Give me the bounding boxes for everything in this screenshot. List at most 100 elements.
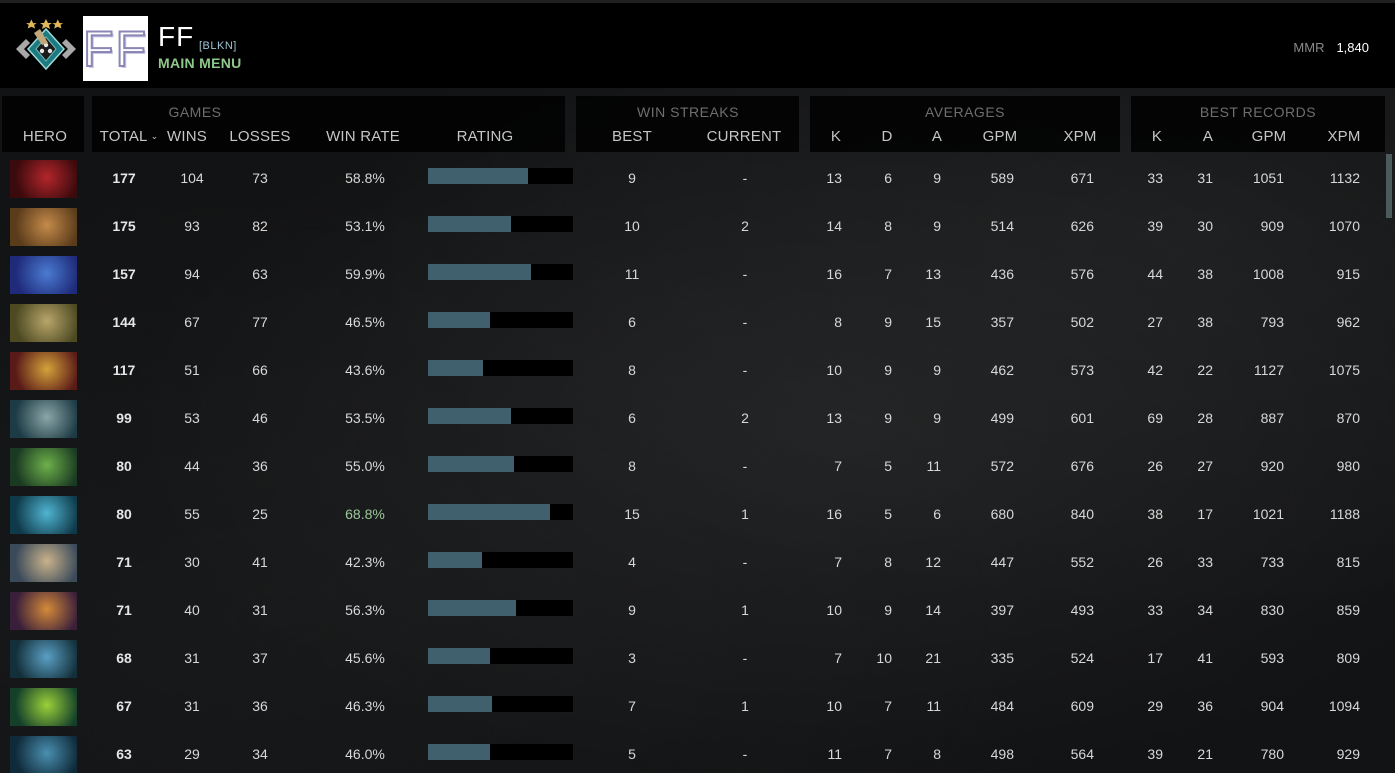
cell-avg-gpm: 589 bbox=[990, 170, 1014, 186]
col-avg-xpm[interactable]: XPM bbox=[1063, 128, 1097, 145]
cell-losses: 63 bbox=[252, 266, 268, 282]
cell-avg-a: 9 bbox=[933, 218, 941, 234]
rating-bar bbox=[428, 456, 573, 472]
col-best-xpm[interactable]: XPM bbox=[1327, 128, 1361, 145]
col-streak-current[interactable]: CURRENT bbox=[706, 128, 782, 145]
vertical-scrollbar[interactable] bbox=[1386, 154, 1392, 218]
col-hero[interactable]: HERO bbox=[22, 128, 68, 145]
cell-best-a: 31 bbox=[1197, 170, 1213, 186]
table-row[interactable]: 117 51 66 43.6% 8 - 10 9 9 462 573 42 22… bbox=[0, 346, 1385, 394]
hero-portrait-water-serpent-icon[interactable] bbox=[10, 496, 77, 534]
table-row[interactable]: 80 55 25 68.8% 15 1 16 5 6 680 840 38 17… bbox=[0, 490, 1385, 538]
cell-avg-a: 6 bbox=[933, 506, 941, 522]
profile-header: FF FF [BLKN] MAIN MENU MMR 1,840 bbox=[0, 0, 1395, 88]
col-total-label: TOTAL bbox=[99, 128, 148, 145]
table-row[interactable]: 71 30 41 42.3% 4 - 7 8 12 447 552 26 33 … bbox=[0, 538, 1385, 586]
col-best-gpm[interactable]: GPM bbox=[1251, 128, 1287, 145]
cell-avg-xpm: 601 bbox=[1070, 410, 1094, 426]
cell-losses: 31 bbox=[252, 602, 268, 618]
cell-avg-d: 9 bbox=[884, 410, 892, 426]
rating-bar bbox=[428, 552, 573, 568]
rating-bar bbox=[428, 696, 573, 712]
cell-avg-d: 5 bbox=[884, 506, 892, 522]
cell-avg-xpm: 671 bbox=[1070, 170, 1094, 186]
hero-portrait-ogre-icon[interactable] bbox=[10, 304, 77, 342]
table-row[interactable]: 99 53 46 53.5% 6 2 13 9 9 499 601 69 28 … bbox=[0, 394, 1385, 442]
col-best-a[interactable]: A bbox=[1202, 128, 1214, 145]
hero-portrait-monkey-icon[interactable] bbox=[10, 208, 77, 246]
col-wins[interactable]: WINS bbox=[167, 128, 207, 145]
cell-losses: 41 bbox=[252, 554, 268, 570]
col-win-rate[interactable]: WIN RATE bbox=[326, 128, 400, 145]
hero-portrait-blue-horned-icon[interactable] bbox=[10, 256, 77, 294]
cell-wins: 30 bbox=[184, 554, 200, 570]
cell-avg-d: 7 bbox=[884, 746, 892, 762]
cell-avg-gpm: 499 bbox=[990, 410, 1014, 426]
cell-wins: 53 bbox=[184, 410, 200, 426]
col-best-k[interactable]: K bbox=[1151, 128, 1163, 145]
table-row[interactable]: 71 40 31 56.3% 9 1 10 9 14 397 493 33 34… bbox=[0, 586, 1385, 634]
hero-portrait-gold-helm-icon[interactable] bbox=[10, 352, 77, 390]
hero-portrait-fish-mouth-icon[interactable] bbox=[10, 400, 77, 438]
cell-avg-gpm: 335 bbox=[990, 650, 1014, 666]
col-losses[interactable]: LOSSES bbox=[229, 128, 291, 145]
cell-avg-xpm: 564 bbox=[1070, 746, 1094, 762]
cell-wins: 40 bbox=[184, 602, 200, 618]
table-row[interactable]: 80 44 36 55.0% 8 - 7 5 11 572 676 26 27 … bbox=[0, 442, 1385, 490]
mmr-display: MMR 1,840 bbox=[1293, 40, 1369, 55]
hero-portrait-green-gorgon-icon[interactable] bbox=[10, 448, 77, 486]
cell-best-a: 28 bbox=[1197, 410, 1213, 426]
col-avg-gpm[interactable]: GPM bbox=[982, 128, 1018, 145]
cell-total: 71 bbox=[116, 602, 132, 618]
cell-win-rate: 46.0% bbox=[345, 746, 385, 762]
col-avg-d[interactable]: D bbox=[881, 128, 893, 145]
hero-portrait-bearded-monk-icon[interactable] bbox=[10, 544, 77, 582]
cell-best-gpm: 793 bbox=[1260, 314, 1284, 330]
table-row[interactable]: 157 94 63 59.9% 11 - 16 7 13 436 576 44 … bbox=[0, 250, 1385, 298]
cell-best-gpm: 887 bbox=[1260, 410, 1284, 426]
cell-total: 99 bbox=[116, 410, 132, 426]
col-streak-best[interactable]: BEST bbox=[612, 128, 652, 145]
table-row[interactable]: 67 31 36 46.3% 7 1 10 7 11 484 609 29 36… bbox=[0, 682, 1385, 730]
hero-portrait-steel-knight-icon[interactable] bbox=[10, 736, 77, 773]
table-row[interactable]: 144 67 77 46.5% 6 - 8 9 15 357 502 27 38… bbox=[0, 298, 1385, 346]
cell-avg-d: 10 bbox=[876, 650, 892, 666]
main-menu-link[interactable]: MAIN MENU bbox=[158, 55, 242, 71]
hero-portrait-green-dragon-icon[interactable] bbox=[10, 688, 77, 726]
table-row[interactable]: 68 31 37 45.6% 3 - 7 10 21 335 524 17 41… bbox=[0, 634, 1385, 682]
rating-bar bbox=[428, 168, 573, 184]
player-avatar[interactable]: FF bbox=[82, 16, 148, 81]
cell-avg-xpm: 524 bbox=[1070, 650, 1094, 666]
rating-bar-fill bbox=[428, 504, 550, 520]
cell-avg-gpm: 498 bbox=[990, 746, 1014, 762]
cell-avg-a: 9 bbox=[933, 170, 941, 186]
table-row[interactable]: 175 93 82 53.1% 10 2 14 8 9 514 626 39 3… bbox=[0, 202, 1385, 250]
hero-portrait-red-dark-icon[interactable] bbox=[10, 160, 77, 198]
table-row[interactable]: 63 29 34 46.0% 5 - 11 7 8 498 564 39 21 … bbox=[0, 730, 1385, 773]
col-total[interactable]: TOTAL ⌄ bbox=[96, 128, 162, 145]
cell-streak-current: 1 bbox=[741, 602, 749, 618]
col-avg-a[interactable]: A bbox=[931, 128, 943, 145]
cell-avg-k: 13 bbox=[826, 410, 842, 426]
cell-avg-xpm: 502 bbox=[1070, 314, 1094, 330]
cell-best-a: 38 bbox=[1197, 314, 1213, 330]
cell-losses: 73 bbox=[252, 170, 268, 186]
col-avg-k[interactable]: K bbox=[830, 128, 842, 145]
rating-bar bbox=[428, 648, 573, 664]
table-row[interactable]: 177 104 73 58.8% 9 - 13 6 9 589 671 33 3… bbox=[0, 154, 1385, 202]
cell-best-xpm: 1094 bbox=[1328, 698, 1360, 714]
mmr-value: 1,840 bbox=[1336, 40, 1369, 55]
cell-avg-d: 9 bbox=[884, 602, 892, 618]
col-rating[interactable]: RATING bbox=[456, 128, 514, 145]
cell-best-xpm: 1132 bbox=[1329, 170, 1360, 186]
cell-best-gpm: 1008 bbox=[1252, 266, 1284, 282]
cell-best-xpm: 929 bbox=[1336, 746, 1360, 762]
cell-streak-current: 1 bbox=[741, 506, 749, 522]
cell-total: 80 bbox=[116, 506, 132, 522]
cell-streak-best: 5 bbox=[628, 746, 636, 762]
hero-portrait-striped-assassin-icon[interactable] bbox=[10, 592, 77, 630]
hero-portrait-blue-ogre-icon[interactable] bbox=[10, 640, 77, 678]
cell-best-k: 33 bbox=[1147, 170, 1163, 186]
cell-losses: 37 bbox=[252, 650, 268, 666]
cell-streak-current: - bbox=[742, 554, 748, 570]
